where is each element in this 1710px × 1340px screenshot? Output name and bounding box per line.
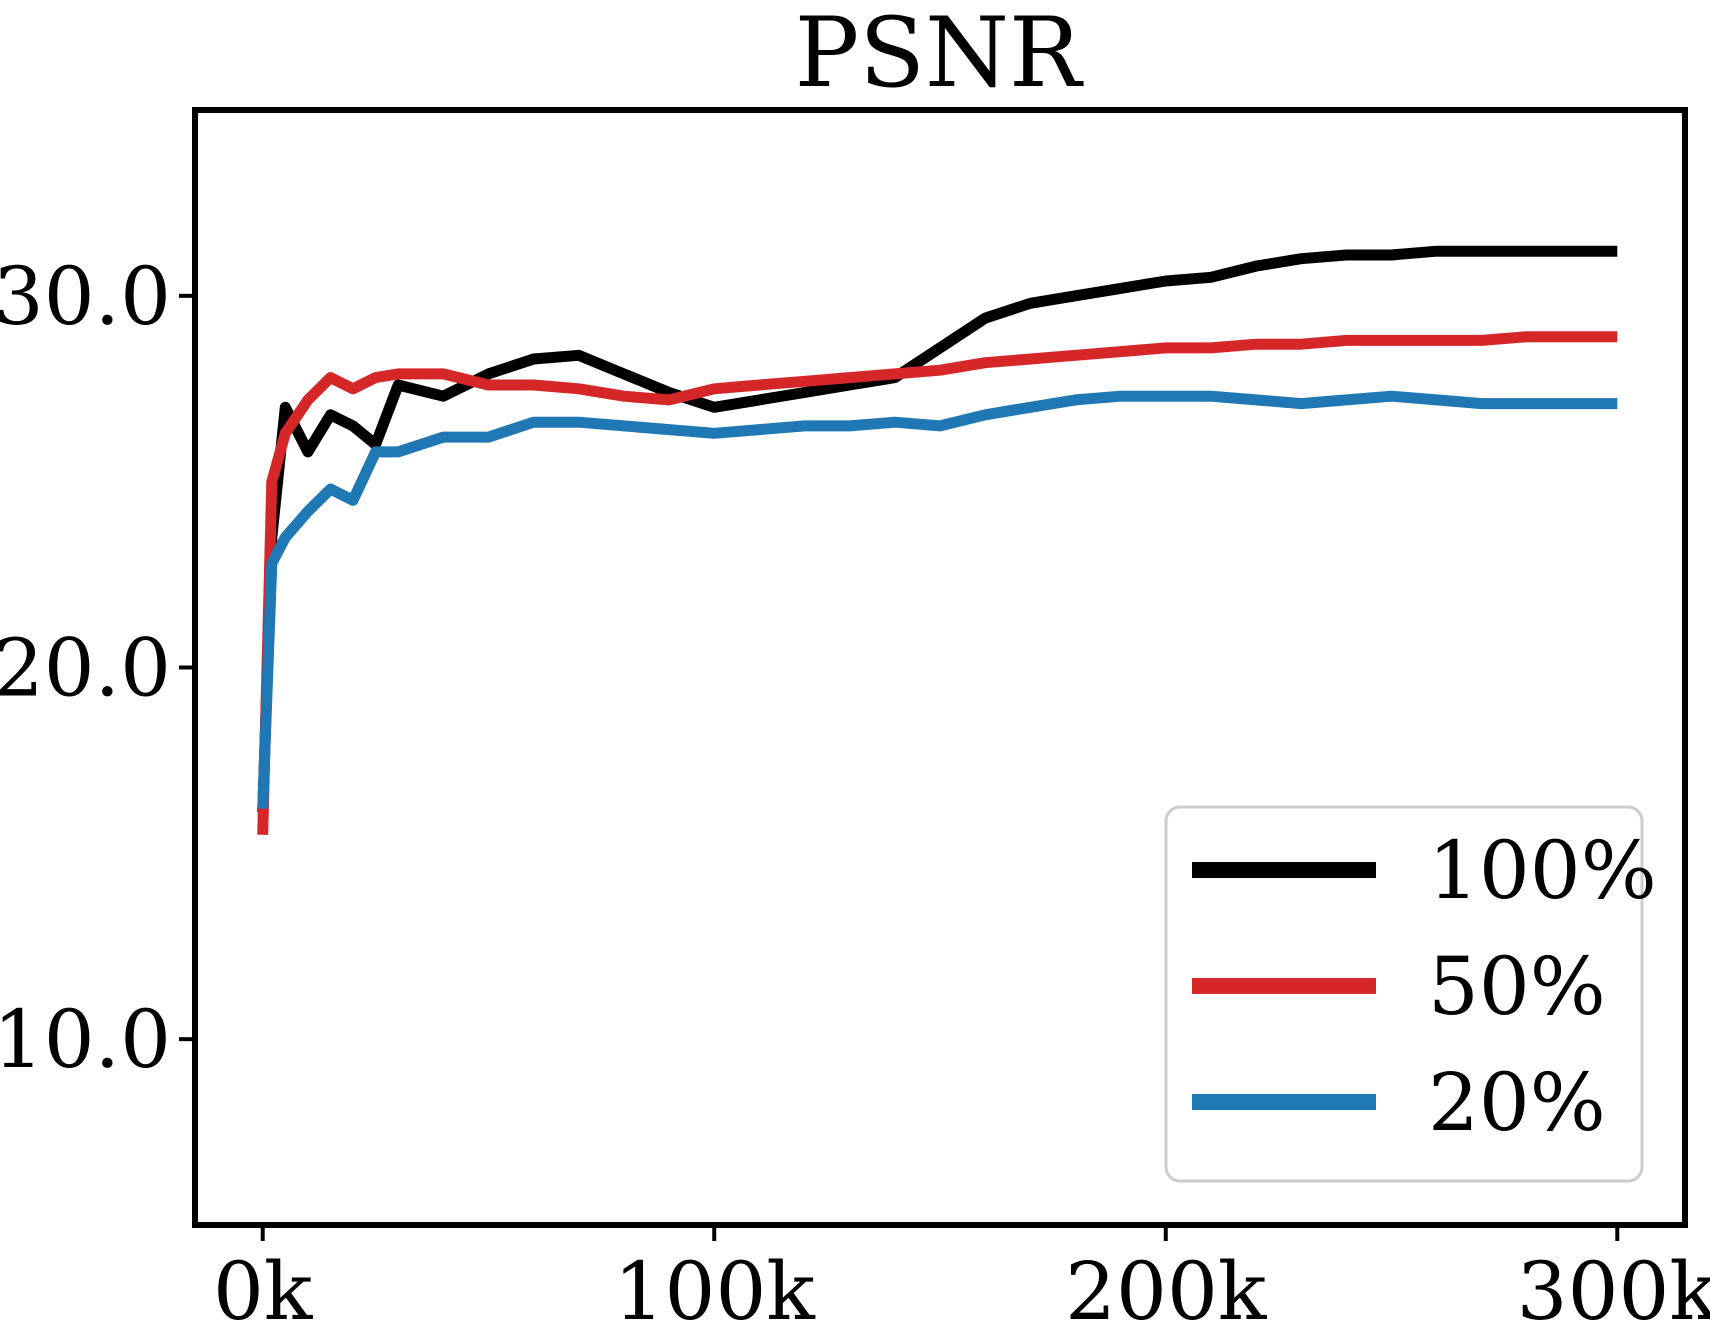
legend-label: 100% [1428, 824, 1657, 917]
x-tick-label: 0k [213, 1245, 314, 1338]
x-tick-label: 100k [614, 1245, 817, 1338]
y-tick-label: 10.0 [0, 993, 171, 1086]
x-tick-label: 200k [1065, 1245, 1268, 1338]
y-tick-label: 30.0 [0, 250, 171, 343]
series-line-20pct [257, 390, 1618, 809]
y-tick-label: 20.0 [0, 622, 171, 715]
series-lines [257, 245, 1618, 835]
legend-box [1164, 805, 1644, 1183]
x-axis: 0k 100k 200k 300k [213, 1225, 1710, 1338]
y-axis: 10.0 20.0 30.0 [0, 250, 195, 1086]
series-line-100pct [257, 245, 1618, 813]
legend-label: 20% [1428, 1056, 1606, 1149]
legend: 100% 50% 20% [1164, 805, 1657, 1183]
x-tick-label: 300k [1517, 1245, 1710, 1338]
series-line-50pct [257, 331, 1618, 835]
chart-title: PSNR [795, 0, 1084, 109]
legend-label: 50% [1428, 940, 1606, 1033]
